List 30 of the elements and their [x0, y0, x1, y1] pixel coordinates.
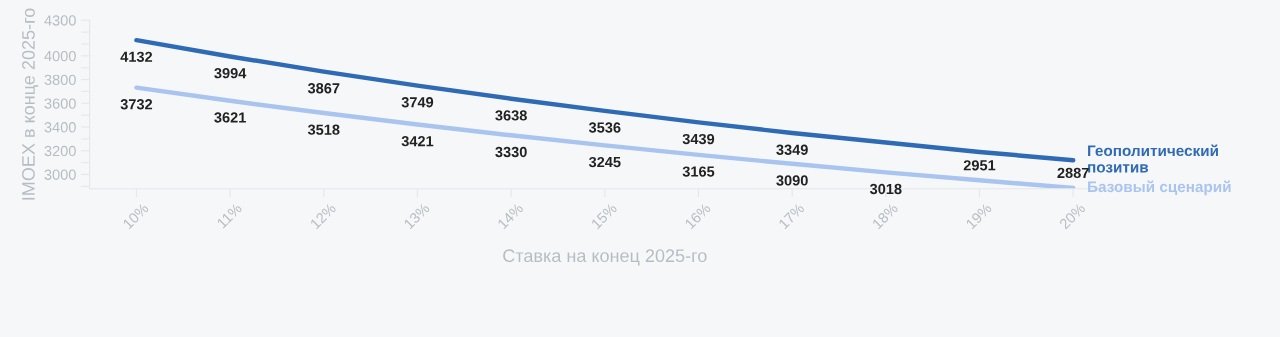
- data-label: 3245: [588, 156, 621, 168]
- y-tick-label: 3600: [44, 98, 76, 109]
- data-label: 2951: [963, 160, 996, 171]
- y-tick-label: 3000: [44, 169, 76, 180]
- y-axis-title: IMOEX в конце 2025-го: [22, 8, 39, 200]
- data-label: 3421: [401, 136, 434, 147]
- data-label: 3018: [869, 183, 902, 195]
- data-label: 3994: [214, 68, 247, 79]
- y-tick-label: 4000: [44, 50, 76, 62]
- y-tick-label: 4300: [44, 15, 76, 26]
- data-label: 3867: [307, 83, 340, 94]
- data-label: 3090: [776, 175, 808, 186]
- data-label: 3330: [495, 146, 527, 158]
- data-label: 3749: [401, 97, 434, 108]
- data-label: 3536: [588, 122, 621, 133]
- data-label: 3732: [120, 99, 153, 110]
- data-label: 3439: [682, 133, 715, 145]
- data-label: 3621: [214, 112, 246, 123]
- series-label: Геополитический позитив: [1088, 144, 1218, 173]
- x-axis-title: Ставка на конец 2025-го: [503, 249, 707, 266]
- data-label: 3349: [776, 144, 808, 155]
- data-label: 3518: [307, 124, 340, 135]
- y-tick-label: 3400: [44, 122, 76, 133]
- data-label: 2887: [1057, 167, 1089, 179]
- series-label: Базовый сценарий: [1088, 180, 1231, 196]
- y-tick-label: 3800: [44, 74, 76, 85]
- data-label: 3638: [495, 110, 527, 121]
- data-label: 4132: [120, 51, 153, 62]
- y-tick-label: 3200: [44, 145, 76, 157]
- data-label: 3165: [682, 166, 715, 177]
